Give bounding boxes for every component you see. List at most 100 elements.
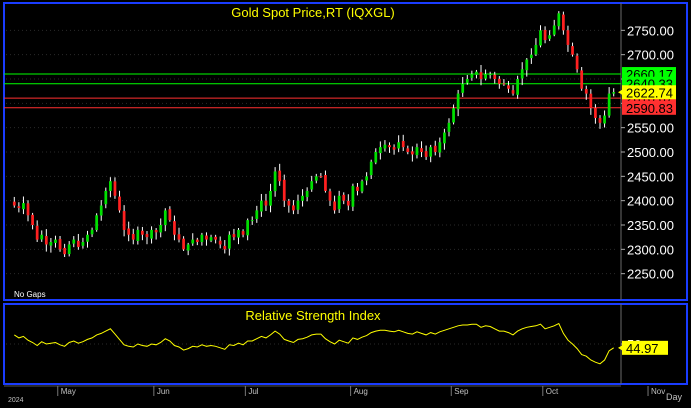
candle-body	[205, 235, 208, 240]
price-tick-label: 2550.00	[627, 121, 674, 136]
candle-body	[529, 54, 533, 59]
candle-body	[324, 174, 327, 191]
candle-body	[159, 225, 163, 233]
candle-body	[136, 229, 140, 241]
candle-body	[607, 93, 611, 116]
candle-body	[539, 30, 542, 46]
candle-body	[35, 225, 39, 240]
price-panel-frame	[3, 2, 688, 301]
candle-body	[40, 234, 44, 240]
candle-body	[401, 140, 405, 148]
candle-body	[54, 239, 57, 243]
candle-body	[296, 200, 300, 210]
candle-body	[99, 205, 103, 216]
candle-body	[346, 200, 350, 206]
price-grid	[6, 29, 616, 275]
candle-body	[95, 215, 99, 231]
price-y-axis: 2250.00 2300.00 2350.00 2400.00 2450.00 2500.…	[621, 23, 674, 282]
candle-body	[415, 147, 419, 156]
candle-body	[90, 229, 94, 235]
candle-body	[58, 239, 62, 250]
candle-body	[273, 171, 277, 192]
candle-body	[598, 118, 602, 123]
candle-body	[374, 152, 378, 163]
candle-body	[186, 244, 190, 251]
candle-body	[507, 85, 510, 89]
candle-body	[484, 74, 487, 79]
rsi-last-tag-bg	[622, 340, 668, 355]
candle-body	[433, 145, 437, 152]
candle-body	[594, 107, 597, 118]
candle-body	[424, 151, 428, 157]
candle-body	[173, 221, 176, 235]
last-price-marker	[618, 89, 623, 96]
candle-body	[319, 176, 323, 178]
candle-body	[72, 239, 76, 244]
candle-body	[182, 238, 185, 250]
month-label: Jun	[157, 387, 170, 396]
candle-body	[44, 236, 48, 245]
candle-body	[603, 115, 606, 124]
candle-body	[584, 88, 588, 94]
candle-body	[76, 240, 80, 247]
candle-body	[282, 179, 286, 201]
candle-body	[31, 214, 34, 225]
price-tick-label: 2700.00	[627, 48, 674, 63]
candle-body	[360, 181, 364, 192]
candle-body	[122, 211, 126, 230]
candle-body	[264, 200, 268, 206]
candle-body	[337, 195, 341, 210]
price-tick-label: 2750.00	[627, 23, 674, 38]
candle-body	[520, 69, 524, 79]
candle-body	[525, 59, 529, 71]
candle-body	[237, 229, 240, 238]
candle-body	[328, 191, 332, 201]
candle-body	[278, 170, 282, 182]
candle-body	[342, 194, 346, 201]
candle-body	[12, 201, 16, 206]
candle-body	[351, 186, 355, 207]
candle-body	[589, 93, 593, 109]
price-tick-label: 2350.00	[627, 218, 674, 233]
candle-body	[580, 70, 584, 89]
candle-body	[388, 145, 391, 148]
candle-body	[488, 74, 492, 76]
candle-body	[543, 29, 547, 41]
candle-body	[475, 71, 478, 75]
price-tick-label: 2300.00	[627, 242, 674, 257]
price-level-tag-bg	[622, 85, 676, 100]
month-label: Nov	[651, 387, 665, 396]
price-level-tag-label: 2622.74	[626, 85, 673, 100]
candle-body	[209, 237, 213, 241]
candle-body	[86, 234, 89, 242]
candle-body	[562, 14, 565, 31]
rsi-last-marker	[618, 344, 623, 351]
candle-body	[557, 13, 561, 27]
year-label: 2024	[8, 397, 24, 404]
month-label: Jul	[248, 387, 258, 396]
candle-body	[255, 210, 259, 219]
candle-body	[301, 195, 304, 201]
rsi-line	[14, 322, 614, 365]
candle-body	[470, 74, 474, 78]
candle-body	[260, 200, 263, 212]
candle-body	[63, 247, 66, 255]
candle-body	[612, 92, 616, 94]
candle-body	[218, 240, 222, 245]
candle-body	[456, 93, 460, 110]
candle-body	[365, 176, 368, 181]
candle-body	[566, 30, 570, 45]
month-label: Aug	[354, 387, 368, 396]
candle-body	[145, 234, 149, 238]
candle-body	[443, 132, 446, 144]
month-label: Sep	[454, 387, 469, 396]
candle-body	[305, 190, 309, 198]
candle-body	[81, 242, 85, 246]
rsi-last-tag-label: 44.97	[626, 341, 659, 356]
candle-body	[17, 206, 21, 208]
candle-body	[548, 35, 552, 39]
candle-body	[246, 220, 250, 236]
candle-body	[287, 200, 291, 206]
period-label: Day	[666, 392, 683, 402]
